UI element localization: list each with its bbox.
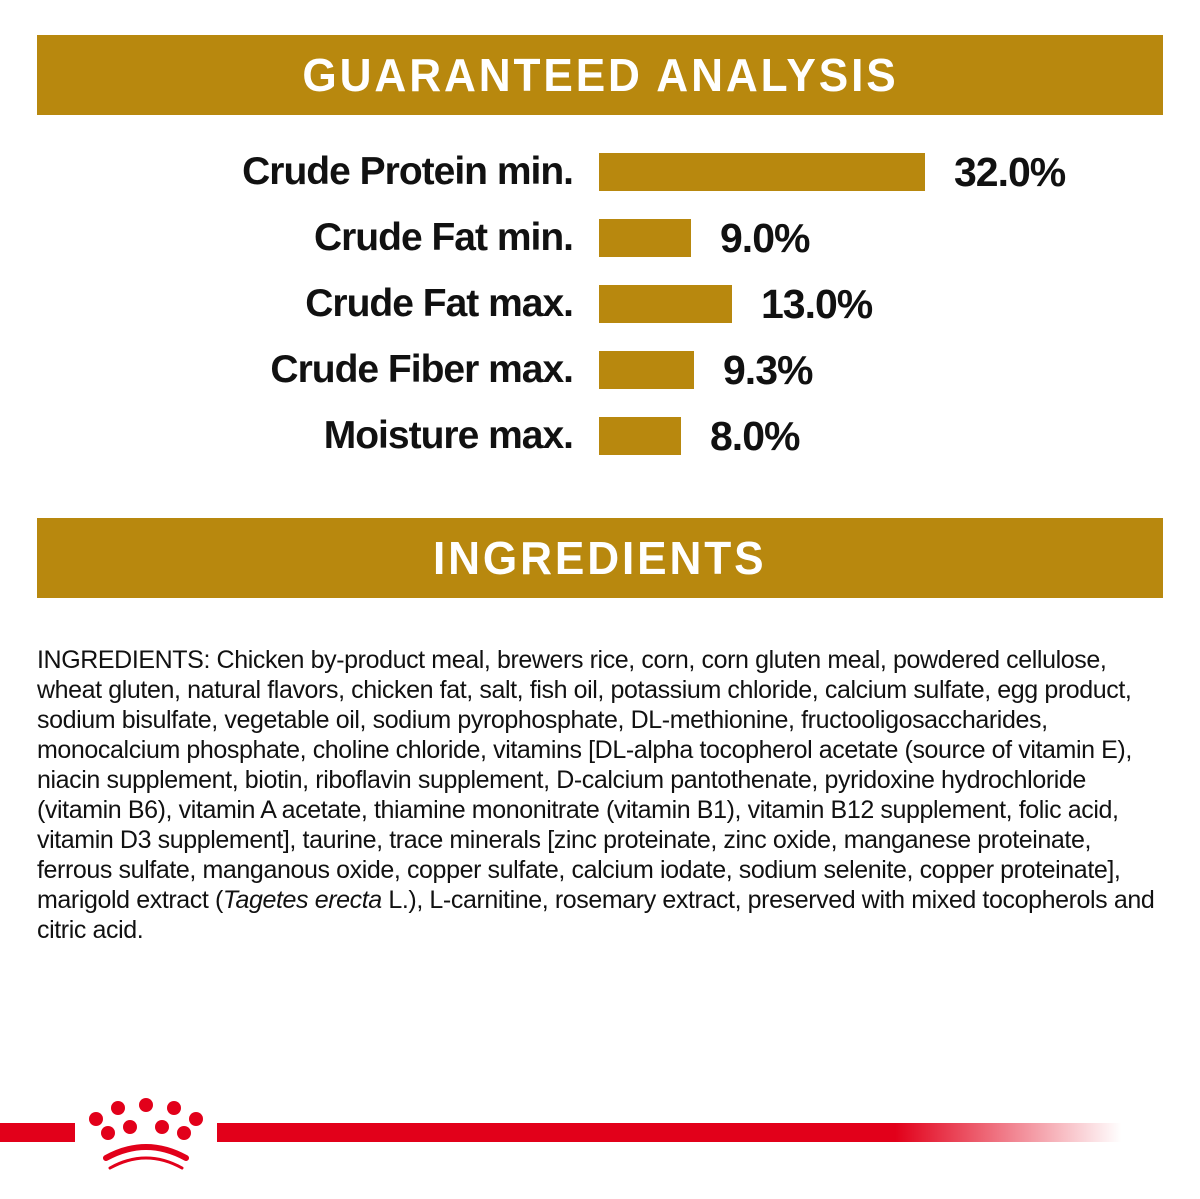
guaranteed-analysis-banner: GUARANTEED ANALYSIS [37,35,1163,115]
ingredients-title: INGREDIENTS [433,532,767,584]
chart-row-bar [599,285,732,323]
chart-row-label: Crude Fat max. [305,282,574,325]
chart-row-label: Crude Fat min. [313,216,574,259]
chart-row: Crude Fat max. 13.0% [37,281,1163,327]
chart-row-bar [599,417,681,455]
chart-row-label: Crude Protein min. [242,150,574,193]
ingredients-text-part2: L.), L-carnitine, rosemary extract, pres… [37,886,1155,944]
chart-row-value: 32.0% [954,148,1066,195]
chart-row-value: 13.0% [761,280,873,327]
ingredients-latin-name: Tagetes erecta [222,886,382,914]
brand-band-right [217,1123,1200,1142]
ingredients-paragraph: INGREDIENTS: Chicken by-product meal, br… [37,645,1165,945]
chart-row-value: 9.3% [723,346,813,393]
royal-canin-crown-logo [89,1098,203,1170]
crown-dots [89,1098,203,1140]
chart-row-bar [599,153,925,191]
chart-row-value: 8.0% [710,412,800,459]
chart-row: Crude Fat min. 9.0% [37,215,1163,261]
chart-row-label: Crude Fiber max. [270,348,574,391]
ingredients-banner: INGREDIENTS [37,518,1163,598]
crown-base-arc-thin [108,1156,184,1170]
chart-row: Moisture max. 8.0% [37,413,1163,459]
ingredients-text-part1: INGREDIENTS: Chicken by-product meal, br… [37,646,1132,914]
crown-base-arc-thick [103,1144,189,1161]
chart-row: Crude Protein min. 32.0% [37,149,1163,195]
chart-row-bar [599,351,694,389]
chart-row-bar [599,219,691,257]
brand-band-left [0,1123,75,1142]
chart-row-label: Moisture max. [323,414,574,457]
chart-row: Crude Fiber max. 9.3% [37,347,1163,393]
guaranteed-analysis-title: GUARANTEED ANALYSIS [301,49,899,101]
chart-row-value: 9.0% [720,214,810,261]
guaranteed-analysis-chart: Crude Protein min. 32.0% Crude Fat min. 9.0… [37,149,1163,483]
